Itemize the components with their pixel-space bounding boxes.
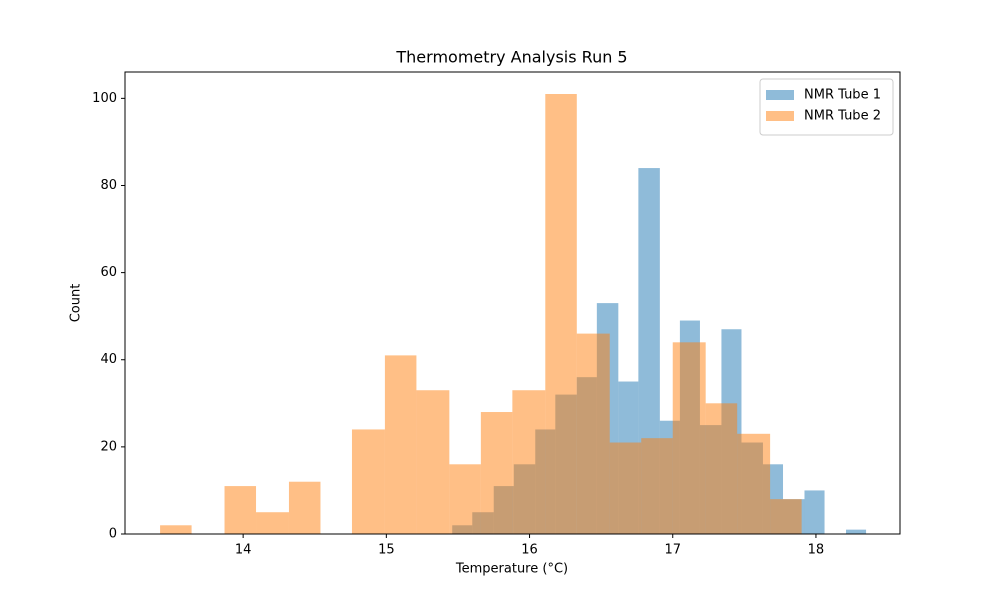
axes-frame [124, 71, 901, 535]
bar [609, 442, 642, 534]
x-axis-label: Temperature (°C) [455, 562, 568, 577]
bar [545, 94, 577, 534]
bar [449, 464, 481, 534]
legend-label: NMR Tube 1 [804, 88, 881, 103]
y-axis-label: Count [69, 284, 84, 323]
bar [512, 390, 546, 534]
bar [737, 433, 771, 534]
legend-label: NMR Tube 2 [804, 109, 881, 124]
bar [480, 412, 513, 534]
y-tick-label: 80 [100, 178, 117, 193]
chart-title: Thermometry Analysis Run 5 [395, 48, 627, 67]
bar [705, 403, 738, 534]
y-tick-label: 0 [109, 527, 117, 542]
bar [641, 438, 673, 534]
bar [576, 333, 610, 534]
y-tick-label: 60 [100, 265, 117, 280]
bar [224, 486, 257, 534]
bar [288, 481, 321, 534]
x-tick-label: 14 [235, 543, 252, 558]
bar [846, 529, 867, 534]
x-tick-label: 18 [808, 543, 825, 558]
legend-swatch [766, 111, 794, 121]
bar [160, 525, 192, 534]
bar [672, 342, 706, 534]
bar [416, 390, 450, 534]
legend-swatch [766, 90, 794, 100]
bar [256, 512, 289, 534]
y-tick-label: 40 [100, 352, 117, 367]
bar [384, 355, 417, 534]
bar [351, 429, 385, 534]
y-tick-label: 100 [92, 91, 117, 106]
y-tick-label: 20 [100, 439, 117, 454]
x-tick-label: 15 [378, 543, 395, 558]
x-tick-label: 16 [521, 543, 538, 558]
bar [770, 499, 802, 534]
x-tick-label: 17 [664, 543, 681, 558]
bar [804, 490, 825, 534]
